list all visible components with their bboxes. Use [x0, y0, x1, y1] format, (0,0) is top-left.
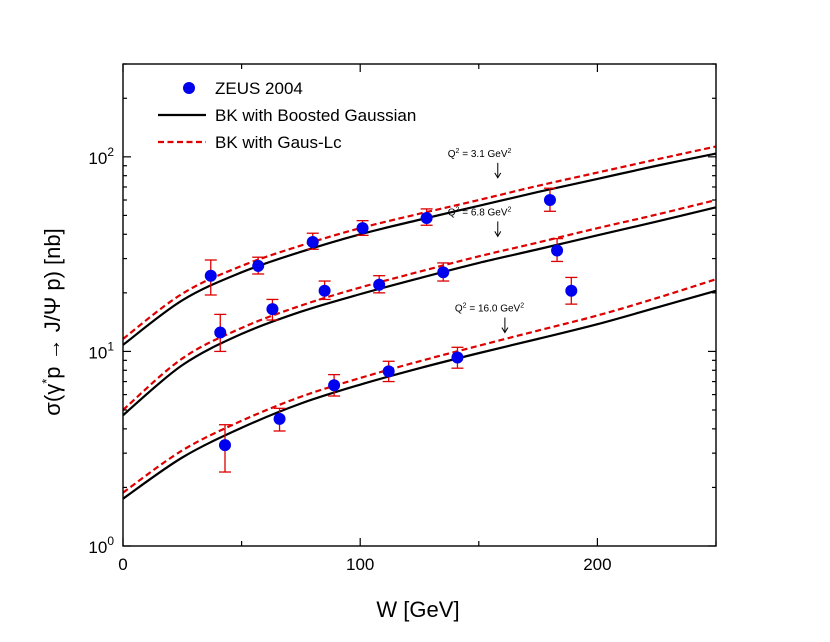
gaus-lc-curve [122, 278, 717, 494]
data-point [266, 303, 279, 316]
data-point [306, 236, 319, 249]
annotation-arrowhead [494, 172, 502, 179]
boosted-gaussian-curve [122, 152, 717, 346]
annotations: Q2 = 3.1 GeV2 Q2 = 6.8 GeV2 Q2 = 16.0 GeV2 [448, 148, 524, 334]
annotation-arrowhead [501, 327, 509, 334]
y-tick-label: 101 [88, 339, 114, 362]
data-point [551, 244, 564, 257]
y-axis-ticks: 100 101 102 [88, 63, 716, 557]
data-point [451, 351, 464, 364]
legend-label: ZEUS 2004 [215, 79, 303, 98]
y-tick-label: 102 [88, 145, 114, 168]
annotation-arrowhead [494, 231, 502, 238]
data-point [565, 284, 578, 297]
data-point [328, 379, 341, 392]
data-point [373, 278, 386, 291]
gaus-lc-curve [122, 145, 717, 340]
data-point [437, 266, 450, 279]
data-point [252, 259, 265, 272]
q2-label: Q2 = 6.8 GeV2 [448, 206, 512, 218]
y-tick-label: 100 [88, 534, 114, 557]
data-point [204, 269, 217, 282]
gaus-lc-curve [122, 198, 717, 411]
q2-label: Q2 = 3.1 GeV2 [448, 148, 512, 160]
data-point [214, 326, 227, 339]
x-tick-label: 100 [346, 555, 374, 574]
plot-points [204, 187, 578, 473]
legend-label: BK with Gaus-Lc [215, 133, 342, 152]
x-tick-label: 200 [583, 555, 611, 574]
legend: ZEUS 2004 BK with Boosted Gaussian BK with… [158, 79, 416, 152]
x-axis-ticks: 0 100 200 [118, 64, 717, 574]
data-point [382, 365, 395, 378]
boosted-gaussian-curve [122, 289, 717, 500]
data-point [273, 412, 286, 425]
data-point [420, 211, 433, 224]
legend-label: BK with Boosted Gaussian [215, 106, 416, 125]
plot-curves [122, 145, 717, 500]
boosted-gaussian-curve [122, 206, 717, 417]
data-point [318, 284, 331, 297]
y-axis-title: σ(γ*p → J/Ψ p) [nb] [39, 228, 65, 415]
x-axis-title: W [GeV] [376, 597, 459, 622]
legend-marker [183, 82, 195, 94]
data-point [356, 222, 369, 235]
plot-frame [122, 63, 717, 547]
data-point [543, 194, 556, 207]
q2-label: Q2 = 16.0 GeV2 [455, 303, 524, 315]
data-point [218, 439, 231, 452]
x-tick-label: 0 [118, 555, 127, 574]
